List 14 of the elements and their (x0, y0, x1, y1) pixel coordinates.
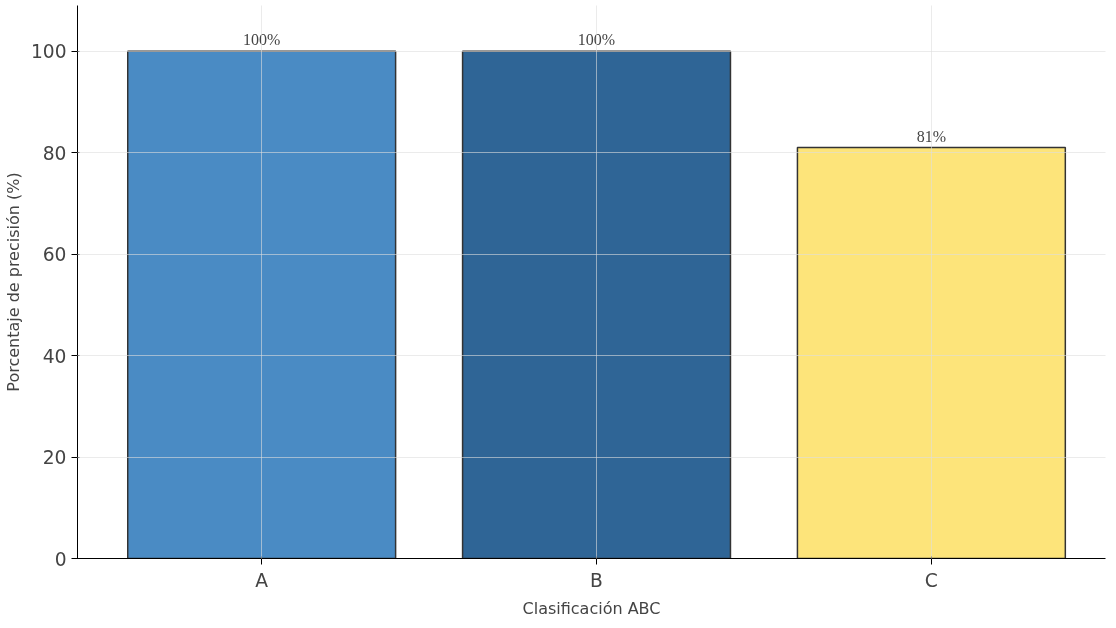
data-label: 100% (243, 31, 281, 49)
y-tick-label: 40 (42, 345, 67, 367)
y-tick-label: 100 (30, 41, 67, 63)
y-axis-title: Porcentaje de precisión (%) (3, 172, 23, 392)
y-tick-label: 60 (42, 244, 67, 266)
x-tick-label: B (590, 569, 603, 591)
x-tick-label: C (924, 569, 938, 591)
y-tick-label: 20 (42, 447, 67, 469)
x-axis-title: Clasificación ABC (522, 598, 661, 618)
x-tick-label: A (255, 569, 269, 591)
y-tick-label: 0 (54, 548, 67, 570)
y-tick-label: 80 (42, 142, 67, 164)
data-label: 100% (577, 31, 616, 49)
data-label: 81% (916, 127, 947, 145)
